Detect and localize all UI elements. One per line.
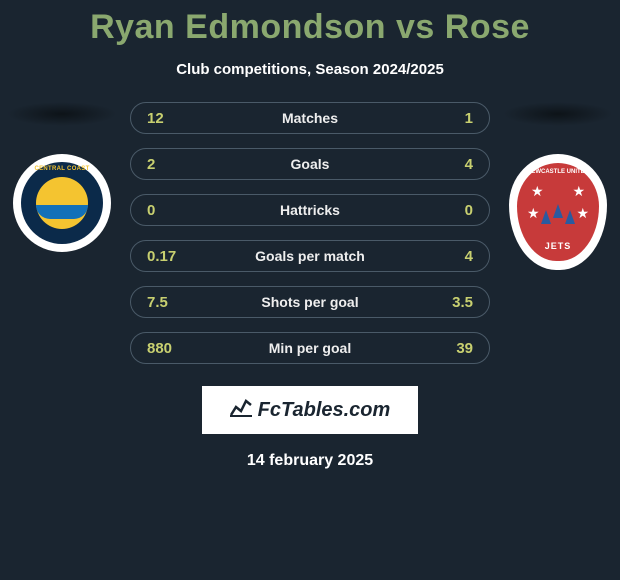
crest-right-shield: NEWCASTLE UNITED ★ ★ ★ ★ JETS [517, 163, 599, 261]
team-crest-left: CENTRAL COAST [13, 154, 111, 252]
star-icon: ★ [576, 205, 589, 222]
crest-left-outer: CENTRAL COAST [13, 154, 111, 252]
stat-label: Shots per goal [207, 294, 413, 310]
left-column: CENTRAL COAST [2, 102, 122, 252]
stat-right-value: 3.5 [413, 294, 473, 311]
jet-icon [565, 210, 575, 224]
stat-left-value: 0 [147, 202, 207, 219]
stat-left-value: 2 [147, 156, 207, 173]
chart-icon [230, 397, 252, 423]
stat-right-value: 39 [413, 340, 473, 357]
stat-label: Min per goal [207, 340, 413, 356]
player-shadow-right [503, 102, 613, 126]
stat-label: Hattricks [207, 202, 413, 218]
page-title: Ryan Edmondson vs Rose [0, 8, 620, 47]
brand-text: FcTables.com [258, 399, 391, 422]
brand-box: FcTables.com [202, 386, 418, 434]
star-icon: ★ [527, 205, 540, 222]
jet-icon [553, 204, 563, 218]
stat-left-value: 880 [147, 340, 207, 357]
stat-row: 12 Matches 1 [130, 102, 490, 134]
star-icon: ★ [572, 183, 585, 200]
stat-left-value: 0.17 [147, 248, 207, 265]
stat-label: Matches [207, 110, 413, 126]
stat-row: 880 Min per goal 39 [130, 332, 490, 364]
crest-left-ring: CENTRAL COAST [21, 162, 103, 244]
stat-row: 0 Hattricks 0 [130, 194, 490, 226]
stat-right-value: 0 [413, 202, 473, 219]
infographic-root: Ryan Edmondson vs Rose Club competitions… [0, 0, 620, 470]
stat-row: 7.5 Shots per goal 3.5 [130, 286, 490, 318]
page-subtitle: Club competitions, Season 2024/2025 [0, 61, 620, 78]
stat-right-value: 1 [413, 110, 473, 127]
stat-right-value: 4 [413, 248, 473, 265]
right-column: NEWCASTLE UNITED ★ ★ ★ ★ JETS [498, 102, 618, 270]
crest-left-core [36, 177, 88, 229]
crest-left-wave [36, 205, 88, 219]
stat-right-value: 4 [413, 156, 473, 173]
player-shadow-left [7, 102, 117, 126]
main-row: CENTRAL COAST 12 Matches 1 2 Goals 4 [0, 102, 620, 364]
jets-icon [541, 210, 575, 224]
stat-label: Goals per match [207, 248, 413, 264]
stat-row: 2 Goals 4 [130, 148, 490, 180]
date-text: 14 february 2025 [0, 452, 620, 470]
team-crest-right: NEWCASTLE UNITED ★ ★ ★ ★ JETS [509, 154, 607, 270]
crest-right-bottom-text: JETS [517, 241, 599, 251]
jet-icon [541, 210, 551, 224]
crest-left-ring-text: CENTRAL COAST [21, 166, 103, 172]
star-icon: ★ [531, 183, 544, 200]
stat-left-value: 7.5 [147, 294, 207, 311]
stat-label: Goals [207, 156, 413, 172]
crest-right-top-text: NEWCASTLE UNITED [517, 169, 599, 175]
stat-row: 0.17 Goals per match 4 [130, 240, 490, 272]
stats-column: 12 Matches 1 2 Goals 4 0 Hattricks 0 0.1… [130, 102, 490, 364]
stat-left-value: 12 [147, 110, 207, 127]
